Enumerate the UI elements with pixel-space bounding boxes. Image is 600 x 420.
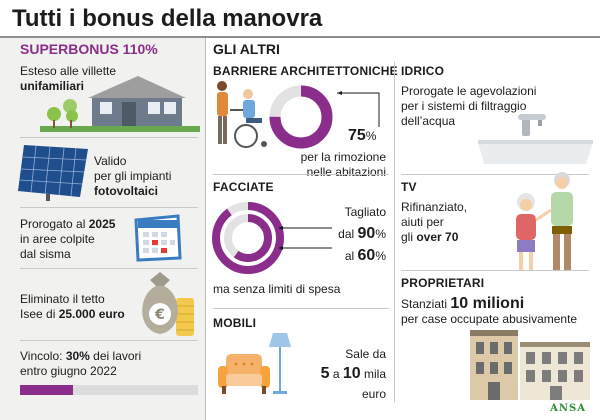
proprietari-heading: PROPRIETARI [401, 276, 485, 290]
facciate-heading: FACCIATE [213, 180, 274, 194]
facciate-arrows [278, 226, 332, 250]
mobili-v2: 10 [342, 365, 361, 382]
idrico-line3: dell’acqua [401, 114, 456, 128]
divider [20, 268, 198, 269]
facciate-outer-donut-segment [212, 202, 284, 274]
idrico-text: Prorogate le agevolazioni per i sistemi … [401, 84, 536, 129]
superbonus-item-fotovoltaici: Valido per gli impianti fotovoltaici [94, 154, 171, 199]
facciate-v2: 60 [357, 247, 376, 264]
idrico-heading: IDRICO [401, 64, 445, 78]
mobili-line3: euro [361, 387, 386, 401]
barriere-donut-segment [269, 85, 333, 149]
wheelchair-icon [217, 81, 267, 148]
mobili-mid: a [329, 367, 343, 381]
solar-panel-icon [18, 145, 88, 201]
facciate-line1: Tagliato [344, 205, 386, 219]
mobili-line1: Sale da [345, 347, 386, 361]
facciate-line4: ma senza limiti di spesa [213, 282, 341, 296]
tv-pre: gli [401, 230, 417, 244]
barriere-heading: BARRIERE ARCHITETTONICHE [213, 64, 398, 78]
vincolo-progress-bar [20, 385, 198, 395]
proprietari-bold: 10 milioni [450, 295, 525, 312]
proprietari-text: Stanziati 10 milioni per case occupate a… [401, 296, 577, 327]
sisma-line2: in aree colpite [20, 232, 95, 246]
facciate-pre1: dal [338, 227, 358, 241]
fotovoltaici-bold: fotovoltaici [94, 184, 159, 198]
villette-text: Esteso alle villette [20, 64, 117, 78]
proprietari-line2: per case occupate abusivamente [401, 312, 578, 326]
tv-heading: TV [401, 180, 417, 194]
mobili-values: Sale da 5 a 10 mila euro [300, 344, 386, 404]
divider [20, 137, 198, 138]
sisma-line3: dal sisma [20, 247, 71, 261]
facciate-pre2: al [344, 249, 358, 263]
money-bag-icon: € [142, 272, 194, 336]
mobili-post: mila [360, 367, 386, 381]
page-title: Tutti i bonus della manovra [12, 5, 323, 32]
barriere-unit: % [365, 129, 377, 143]
divider [20, 340, 198, 341]
tv-line1: Rifinanziato, [401, 200, 468, 214]
facciate-u2: % [375, 249, 386, 263]
barriere-line2: nelle abitazioni [306, 165, 386, 179]
armchair-icon [218, 354, 270, 394]
vincolo-progress-fill [20, 385, 74, 395]
barriere-desc: per la rimozione nelle abitazioni [270, 150, 386, 180]
fotovoltaici-line2: per gli impianti [94, 169, 172, 183]
superbonus-heading: SUPERBONUS 110% [20, 41, 158, 57]
superbonus-item-isee: Eliminato il tetto Isee di 25.000 euro [20, 292, 125, 322]
divider [213, 308, 389, 309]
vincolo-line2: entro giugno 2022 [20, 364, 117, 378]
superbonus-item-sisma: Prorogato al 2025 in aree colpite dal si… [20, 217, 115, 262]
barriere-donut-chart [269, 85, 333, 149]
superbonus-item-villette: Esteso alle villette unifamiliari [20, 64, 116, 94]
mobili-v1: 5 [320, 365, 330, 382]
divider [213, 174, 389, 175]
mobili-heading: MOBILI [213, 316, 257, 330]
tv-bold: over 70 [416, 230, 459, 244]
barriere-pct: 75 [348, 127, 366, 144]
isee-amount: 25.000 euro [58, 307, 125, 321]
villette-bold: unifamiliari [20, 79, 85, 93]
divider [401, 174, 589, 175]
vincolo-post: dei lavori [89, 349, 142, 363]
facciate-values: Tagliato dal 90% al 60% [300, 201, 386, 267]
faucet-icon [478, 114, 593, 164]
divider [401, 270, 589, 271]
sisma-pre: Prorogato al [20, 217, 89, 231]
tv-text: Rifinanziato, aiuti per gli over 70 [401, 200, 467, 245]
facciate-inner-donut-segment [224, 214, 272, 262]
lamp-icon [269, 333, 291, 394]
barriere-line1: per la rimozione [300, 150, 386, 164]
idrico-line2: per i sistemi di filtraggio [401, 99, 527, 113]
isee-pre: Isee di [20, 307, 59, 321]
divider [394, 62, 395, 402]
isee-line1: Eliminato il tetto [20, 292, 105, 306]
house-icon [40, 76, 200, 132]
column-divider [205, 38, 206, 420]
tv-line2: aiuti per [401, 215, 444, 229]
superbonus-item-vincolo: Vincolo: 30% dei lavori entro giugno 202… [20, 349, 141, 379]
source-logo: ANSA [550, 403, 586, 414]
barriere-value: 75% [348, 128, 376, 144]
vincolo-pct: 30% [65, 349, 90, 363]
vincolo-pre: Vincolo: [20, 349, 66, 363]
divider [20, 207, 198, 208]
altri-heading: GLI ALTRI [213, 41, 280, 57]
facciate-u1: % [375, 227, 386, 241]
fotovoltaici-line1: Valido [94, 154, 127, 168]
elderly-couple-icon [516, 172, 573, 270]
buildings-icon [470, 330, 590, 400]
idrico-line1: Prorogate le agevolazioni [401, 84, 537, 98]
title-divider [0, 36, 600, 38]
facciate-donut-chart [212, 202, 284, 274]
barriere-arrow [337, 91, 380, 127]
svg-text:€: € [154, 307, 165, 323]
calendar-icon [134, 214, 182, 262]
sisma-year: 2025 [88, 217, 116, 231]
facciate-v1: 90 [357, 225, 376, 242]
proprietari-pre: Stanziati [401, 297, 451, 311]
